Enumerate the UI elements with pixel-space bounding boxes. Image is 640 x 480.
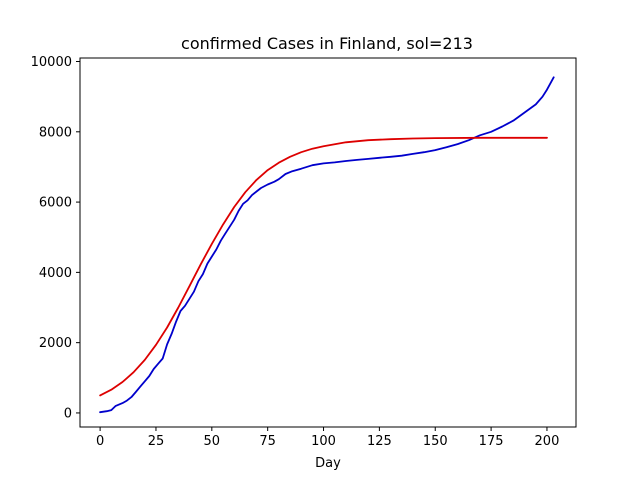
x-tick-label: 75 — [259, 434, 276, 449]
y-tick-label: 0 — [64, 406, 72, 421]
x-axis-ticks: 0 25 50 75 100 125 150 175 200 — [96, 427, 559, 449]
y-tick-label: 6000 — [39, 196, 72, 211]
axes-frame — [79, 57, 577, 428]
y-axis-ticks: 0 2000 4000 6000 8000 10000 — [31, 55, 80, 421]
y-tick-label: 8000 — [39, 125, 72, 140]
x-tick-label: 200 — [535, 434, 560, 449]
series-line-2 — [99, 136, 548, 397]
y-tick-label: 2000 — [39, 336, 72, 351]
series-line-1 — [99, 76, 555, 414]
y-tick-label: 10000 — [31, 55, 72, 70]
x-tick-label: 50 — [204, 434, 221, 449]
x-tick-label: 125 — [367, 434, 392, 449]
y-tick-label: 4000 — [39, 266, 72, 281]
chart-title: confirmed Cases in Finland, sol=213 — [181, 34, 473, 53]
plot-area — [79, 57, 577, 428]
x-tick-label: 100 — [311, 434, 336, 449]
x-tick-label: 25 — [148, 434, 165, 449]
x-tick-label: 175 — [479, 434, 504, 449]
x-tick-label: 150 — [423, 434, 448, 449]
x-axis-title: Day — [315, 456, 341, 471]
x-tick-label: 0 — [96, 434, 104, 449]
